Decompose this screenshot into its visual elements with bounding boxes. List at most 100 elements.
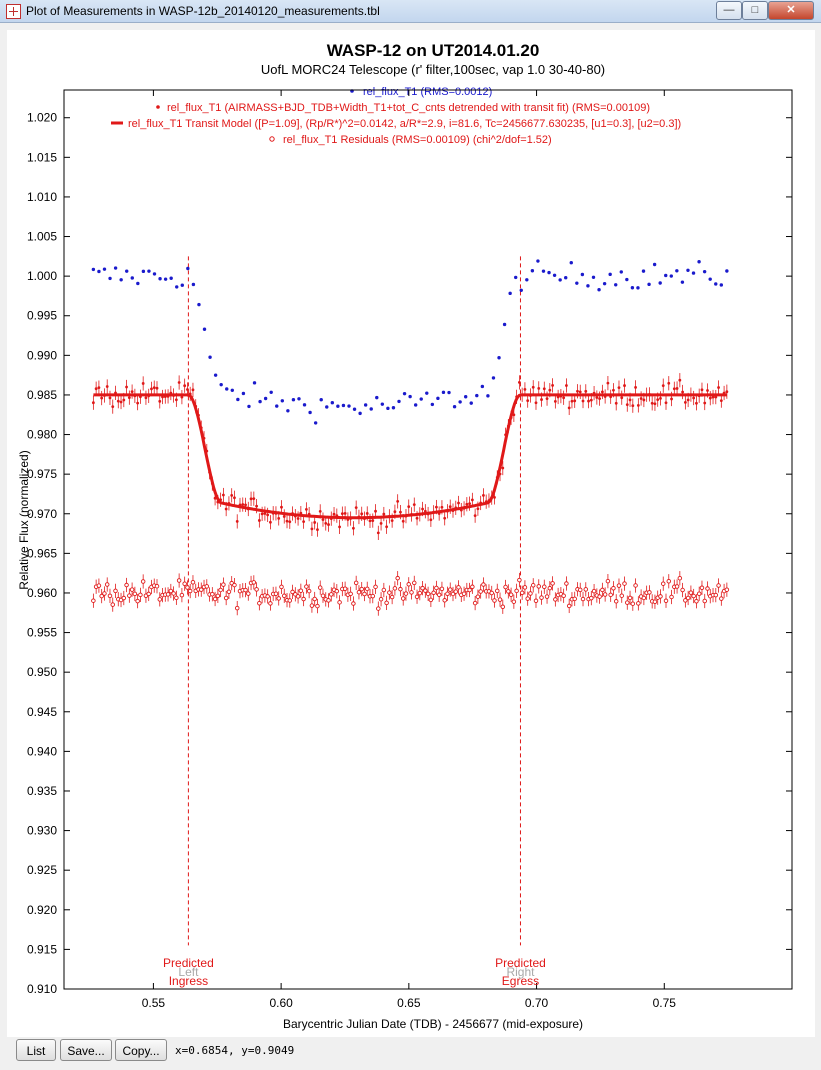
residual-point [489,590,494,596]
residual-point [691,593,696,599]
detrended-flux-point [600,390,604,394]
light-curve-chart[interactable]: WASP-12 on UT2014.01.20 UofL MORC24 Tele… [7,30,815,1037]
detrended-flux-point [150,387,153,391]
residual-point [226,589,232,595]
residual-point [174,595,179,601]
maximize-button[interactable]: □ [742,1,768,20]
residual-point [658,594,663,599]
detrended-flux-point [725,390,729,394]
residual-point [613,599,619,604]
raw-flux-point [180,283,184,287]
residual-point [329,592,334,597]
close-button[interactable]: ✕ [768,1,814,20]
residual-point [633,583,638,588]
legend-label-residuals: rel_flux_T1 Residuals (RMS=0.00109) (chi… [283,134,552,146]
detrended-flux-point [542,387,546,391]
raw-flux-point [452,404,457,409]
detrended-flux-point [263,512,267,515]
detrended-flux-point [614,401,618,405]
detrended-flux-point [537,386,541,390]
residual-point [669,594,674,600]
residual-point [716,583,721,588]
raw-flux-point [330,401,335,405]
minimize-button[interactable]: — [716,1,742,20]
detrended-flux-point [354,506,358,510]
detrended-flux-point [468,502,471,506]
residual-point [334,588,340,594]
residual-point [694,598,699,604]
residual-point [470,584,475,590]
y-tick-label: 0.950 [27,665,57,679]
residual-point [251,580,257,585]
residual-point [533,598,539,604]
detrended-flux-point [636,403,640,407]
detrended-flux-point [708,396,712,400]
x-tick-label: 0.75 [653,996,677,1010]
residual-point [290,589,295,595]
residual-point [127,593,132,598]
residual-point [210,591,215,597]
detrended-flux-point [343,512,347,515]
detrended-flux-point [407,505,411,508]
residual-point [630,601,636,606]
raw-flux-point [647,282,651,287]
detrended-flux-point [719,399,723,403]
residual-point [409,590,414,595]
y-tick-label: 0.985 [27,388,57,402]
residual-point [428,597,434,603]
detrended-flux-point [365,512,369,515]
app-icon [6,4,21,19]
plot-panel[interactable]: WASP-12 on UT2014.01.20 UofL MORC24 Tele… [7,30,815,1037]
residual-point [287,598,293,603]
residual-point [185,585,190,590]
detrended-flux-point [717,386,720,389]
raw-flux-point [569,261,573,265]
detrended-flux-point [91,401,95,405]
raw-flux-point [436,396,440,401]
detrended-flux-point [639,397,643,400]
residual-point [492,598,497,603]
residual-point [577,587,583,593]
detrended-flux-point [692,396,696,400]
raw-flux-point [213,373,218,377]
save-button[interactable]: Save... [60,1039,112,1061]
detrended-flux-point [108,396,112,400]
residual-point [611,586,616,591]
raw-flux-point [175,285,179,289]
raw-flux-point [469,401,473,405]
raw-flux-point [369,407,373,411]
residual-point [564,581,569,586]
raw-flux-point [263,396,268,401]
residual-point [268,601,273,606]
detrended-flux-point [382,512,386,516]
detrended-flux-point [473,514,477,518]
raw-flux-point [141,269,146,274]
detrended-flux-point [260,512,264,516]
detrended-flux-point [686,398,690,402]
raw-flux-point [319,398,323,402]
copy-button[interactable]: Copy... [115,1039,167,1061]
detrended-flux-point [634,386,637,389]
raw-flux-point [636,286,640,290]
detrended-flux-point [266,513,270,517]
y-tick-label: 0.945 [27,705,57,719]
raw-flux-point [130,276,134,280]
detrended-flux-point [177,381,181,384]
residual-point [683,598,688,603]
y-tick-label: 1.010 [27,190,57,204]
raw-flux-point [614,283,618,287]
detrended-flux-point [581,399,585,403]
residual-point [400,596,406,601]
residual-point [450,591,456,597]
raw-flux-point [475,393,479,398]
residual-point [553,597,558,602]
detrended-flux-point [136,401,140,405]
y-tick-label: 0.980 [27,428,57,442]
detrended-flux-point [656,398,660,402]
raw-flux-point [597,287,601,292]
list-button[interactable]: List [16,1039,56,1061]
detrended-flux-point [158,399,162,403]
detrended-flux-point [517,380,521,384]
residual-point [398,586,403,592]
detrended-flux-point [155,386,159,390]
